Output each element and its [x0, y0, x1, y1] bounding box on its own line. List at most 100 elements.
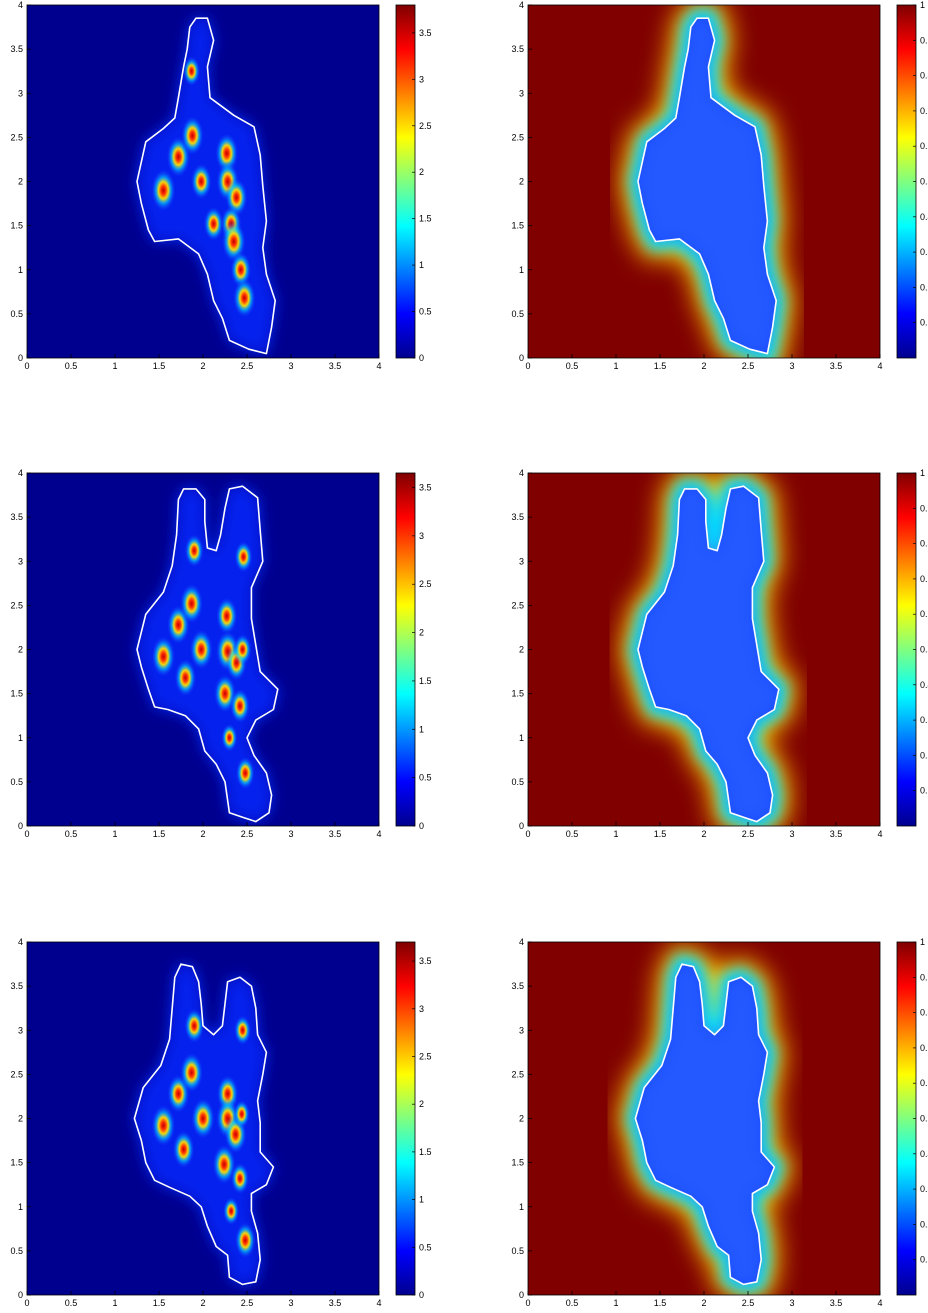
- colorbar-tick-label: 0.7: [920, 574, 928, 584]
- colorbar-tick-label: 0.6: [920, 609, 928, 619]
- y-tick-label: 1.5: [10, 1158, 23, 1168]
- x-tick-label: 2.5: [241, 361, 254, 371]
- y-tick-label: 1: [18, 265, 23, 275]
- colorbar-tick-label: 3: [419, 531, 424, 541]
- x-tick-label: 1: [112, 361, 117, 371]
- x-tick-label: 0.5: [65, 1298, 78, 1308]
- y-tick-label: 4: [519, 937, 524, 947]
- contour-line: [637, 17, 777, 355]
- x-tick-label: 1.5: [153, 829, 166, 839]
- y-tick-label: 0.5: [511, 777, 524, 787]
- x-tick-label: 1: [613, 1298, 618, 1308]
- x-tick-label: 3.5: [830, 1298, 843, 1308]
- y-tick-label: 3.5: [10, 512, 23, 522]
- x-tick-label: 1.5: [654, 1298, 667, 1308]
- colorbar-tick-label: 0.7: [920, 106, 928, 116]
- y-tick-label: 1.5: [511, 221, 524, 231]
- colorbar: 0 0.5 1 1.5 2 2.5 3 3.5: [395, 472, 432, 831]
- colorbar-tick-label: 0.5: [419, 307, 432, 317]
- x-tick-label: 0.5: [566, 829, 579, 839]
- contour-line: [634, 963, 776, 1286]
- contour-line: [136, 17, 276, 355]
- y-tick-label: 2.5: [511, 132, 524, 142]
- colorbar-tick-label: 0.2: [920, 1219, 928, 1229]
- colorbar-tick-label: 3.5: [419, 956, 432, 966]
- region-shade: [635, 964, 775, 1285]
- hotspot: [150, 168, 177, 213]
- x-tick-label: 3.5: [329, 829, 342, 839]
- colorbar-tick-label: 0.3: [920, 247, 928, 257]
- y-tick-label: 2.5: [511, 600, 524, 610]
- colorbar-tick-label: 0.5: [920, 645, 928, 655]
- region-shade: [638, 18, 777, 354]
- hotspot: [222, 1196, 240, 1226]
- x-tick-label: 3: [288, 829, 293, 839]
- y-tick-label: 1.5: [511, 689, 524, 699]
- hotspot: [234, 1221, 257, 1260]
- colorbar-gradient: [395, 4, 416, 359]
- y-tick-label: 4: [18, 0, 23, 10]
- y-tick-label: 1: [18, 733, 23, 743]
- y-tick-label: 0: [519, 821, 524, 831]
- y-tick-label: 1: [18, 1202, 23, 1212]
- colorbar-tick-label: 0.8: [920, 71, 928, 81]
- colorbar-tick-label: 0.1: [920, 1255, 928, 1265]
- x-tick-label: 3: [288, 361, 293, 371]
- hotspot: [189, 628, 214, 671]
- y-tick-label: 4: [18, 468, 23, 478]
- x-tick-label: 2: [200, 829, 205, 839]
- hotspot: [173, 657, 197, 698]
- colorbar-tick-label: 3.5: [419, 28, 432, 38]
- colorbar-tick-label: 0: [419, 1290, 424, 1300]
- colorbar-gradient: [395, 941, 416, 1296]
- colorbar-tick-label: 0.5: [920, 1114, 928, 1124]
- colorbar: 1 0.9 0.8 0.7 0.6 0.5 0.4 0.3 0.2 0.1: [896, 937, 928, 1296]
- colorbar-tick-label: 1: [920, 937, 925, 947]
- x-tick-label: 2: [701, 361, 706, 371]
- x-tick-label: 2: [701, 1298, 706, 1308]
- x-tick-label: 4: [877, 829, 882, 839]
- x-tick-label: 4: [376, 1298, 381, 1308]
- x-tick-label: 3.5: [329, 1298, 342, 1308]
- colorbar-tick-label: 0.9: [920, 503, 928, 513]
- contour-line: [637, 485, 780, 823]
- x-tick-label: 0: [525, 1298, 530, 1308]
- x-tick-label: 2.5: [241, 829, 254, 839]
- x-tick-label: 4: [376, 361, 381, 371]
- x-tick-label: 0.5: [65, 829, 78, 839]
- colorbar-tick-label: 0: [419, 821, 424, 831]
- colorbar-tick-label: 1.5: [419, 676, 432, 686]
- colorbar-tick-label: 0.5: [419, 1242, 432, 1252]
- colorbar-tick-label: 3: [419, 74, 424, 84]
- y-tick-label: 0: [18, 1290, 23, 1300]
- colorbar-tick-label: 2: [419, 1099, 424, 1109]
- x-tick-label: 0.5: [65, 361, 78, 371]
- x-tick-label: 3.5: [830, 829, 843, 839]
- colorbar-tick-label: 0.9: [920, 972, 928, 982]
- panel-1: 0 0.5 1 1.5 2 2.5 3 3.5 4 0 0.5 1 1.5 2 2.5 3 3.5 4 0 0.5 1 1…: [10, 0, 431, 371]
- y-tick-label: 3: [18, 88, 23, 98]
- region-shade: [638, 486, 779, 822]
- colorbar-tick-label: 0.3: [920, 715, 928, 725]
- x-tick-label: 2.5: [742, 1298, 755, 1308]
- colorbar-tick-label: 0.8: [920, 539, 928, 549]
- hotspot: [179, 582, 204, 625]
- colorbar-tick-label: 0.4: [920, 680, 928, 690]
- y-tick-label: 3: [18, 1025, 23, 1035]
- x-tick-label: 1.5: [654, 361, 667, 371]
- y-tick-label: 3.5: [10, 44, 23, 54]
- contour-line: [136, 485, 279, 823]
- y-tick-label: 2.5: [10, 132, 23, 142]
- y-tick-label: 4: [519, 0, 524, 10]
- x-tick-label: 0: [24, 1298, 29, 1308]
- colorbar: 0 0.5 1 1.5 2 2.5 3 3.5: [395, 4, 432, 363]
- y-tick-label: 0.5: [511, 1246, 524, 1256]
- y-tick-label: 0.5: [10, 1246, 23, 1256]
- hotspot: [232, 277, 257, 319]
- x-tick-label: 2: [701, 829, 706, 839]
- x-tick-label: 1.5: [153, 1298, 166, 1308]
- colorbar-tick-label: 0.7: [920, 1043, 928, 1053]
- hotspot: [233, 633, 253, 666]
- x-tick-label: 3.5: [830, 361, 843, 371]
- colorbar-tick-label: 0.8: [920, 1008, 928, 1018]
